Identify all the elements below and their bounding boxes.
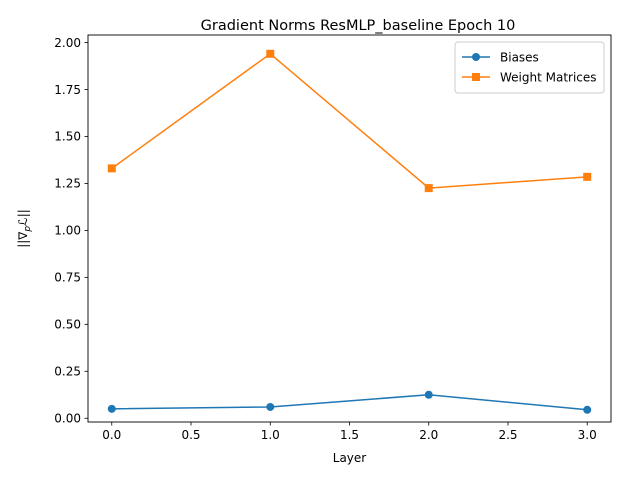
y-tick-label: 0.00 xyxy=(54,412,81,426)
legend-box xyxy=(454,41,605,94)
legend-label-weight-matrices: Weight Matrices xyxy=(500,70,597,84)
series-line-biases xyxy=(111,394,588,411)
series-line-weight-matrices xyxy=(111,52,588,189)
y-tick-label: 1.50 xyxy=(54,130,81,144)
data-point-weight-matrices xyxy=(107,164,116,173)
x-axis-label: Layer xyxy=(333,451,367,465)
y-axis: 0.00 0.25 0.50 0.75 1.00 1.25 1.50 1.75 2.00 xyxy=(54,36,88,426)
y-tick-label: 2.00 xyxy=(54,36,81,50)
data-point-weight-matrices xyxy=(424,184,433,193)
data-point-biases xyxy=(266,402,275,411)
x-tick-label: 3.0 xyxy=(578,428,597,442)
data-point-weight-matrices xyxy=(583,172,592,181)
x-tick-label: 2.0 xyxy=(419,428,438,442)
legend-marker-biases xyxy=(472,53,480,61)
y-tick-label: 1.00 xyxy=(54,224,81,238)
x-tick-label: 1.0 xyxy=(261,428,280,442)
data-point-biases xyxy=(583,405,592,414)
series-layer xyxy=(107,49,592,414)
legend: Biases Weight Matrices xyxy=(454,41,605,94)
data-point-biases xyxy=(424,390,433,399)
x-tick-label: 0.0 xyxy=(102,428,121,442)
y-tick-label: 1.75 xyxy=(54,83,81,97)
y-axis-label-tail: ℒ|| xyxy=(16,209,30,226)
y-axis-label: ||∇pℒ|| xyxy=(16,209,33,248)
data-point-biases xyxy=(107,404,116,413)
x-tick-label: 1.5 xyxy=(340,428,359,442)
y-axis-label-head: ||∇ xyxy=(16,231,30,248)
y-axis-label-sub: p xyxy=(23,226,33,233)
chart-title: Gradient Norms ResMLP_baseline Epoch 10 xyxy=(201,18,516,34)
legend-label-biases: Biases xyxy=(500,50,539,64)
y-tick-label: 0.50 xyxy=(54,318,81,332)
legend-marker-weight-matrices xyxy=(472,73,480,81)
y-tick-label: 0.75 xyxy=(54,271,81,285)
y-tick-label: 0.25 xyxy=(54,365,81,379)
x-tick-label: 0.5 xyxy=(181,428,200,442)
x-tick-label: 2.5 xyxy=(498,428,517,442)
y-tick-label: 1.25 xyxy=(54,177,81,191)
x-axis: 0.0 0.5 1.0 1.5 2.0 2.5 3.0 xyxy=(102,422,597,442)
data-point-weight-matrices xyxy=(266,49,275,58)
